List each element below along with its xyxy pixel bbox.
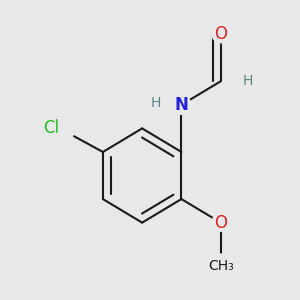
Circle shape bbox=[172, 95, 191, 114]
Circle shape bbox=[45, 113, 75, 143]
Text: Cl: Cl bbox=[44, 119, 60, 137]
Text: O: O bbox=[214, 214, 227, 232]
Text: CH₃: CH₃ bbox=[208, 259, 233, 273]
Circle shape bbox=[212, 214, 229, 231]
Circle shape bbox=[212, 26, 229, 43]
Text: H: H bbox=[151, 96, 161, 110]
Text: O: O bbox=[214, 25, 227, 43]
Circle shape bbox=[209, 254, 232, 278]
Text: N: N bbox=[175, 96, 188, 114]
Text: H: H bbox=[242, 74, 253, 88]
